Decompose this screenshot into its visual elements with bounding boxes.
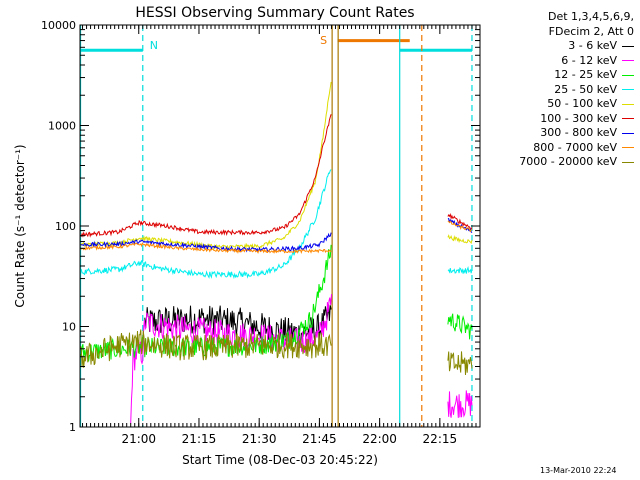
y-tick-label: 10000 [41,19,76,32]
legend-entry: 7000 - 20000 keV [486,155,634,170]
y-axis-label: Count Rate (s⁻¹ detector⁻¹) [13,144,27,307]
x-tick-label: 21:15 [182,432,217,446]
legend-entry: 3 - 6 keV [486,39,634,54]
series-line-4 [447,234,473,245]
saa-marker-label: S [320,34,327,47]
night-marker-label: N [150,39,158,52]
legend-entry: 12 - 25 keV [486,68,634,83]
y-tick-label: 1000 [48,120,76,133]
series-line-7 [80,242,332,255]
legend-entry: 25 - 50 keV [486,83,634,98]
series-line-3 [447,266,473,274]
legend-entry: 50 - 100 keV [486,97,634,112]
legend-swatch [622,161,634,163]
series-line-5 [80,114,332,238]
legend-swatch [622,118,634,120]
legend-entry-label: 12 - 25 keV [554,68,617,81]
legend-swatch [622,147,634,149]
legend-entry: 6 - 12 keV [486,54,634,69]
legend-entry-label: 100 - 300 keV [540,111,617,125]
legend-header-detectors: Det 1,3,4,5,6,9, [547,10,634,23]
legend-swatch [622,103,634,105]
y-tick-label: 100 [55,220,76,233]
x-tick-label: 21:00 [121,432,156,446]
legend-entry-label: 800 - 7000 keV [533,140,617,154]
legend-entry-label: 6 - 12 keV [561,53,617,67]
series-line-4 [80,81,332,251]
chart-title: HESSI Observing Summary Count Rates [135,5,414,21]
plot-frame [79,24,481,428]
x-tick-label: 21:30 [242,432,277,446]
legend-entry: 100 - 300 keV [486,112,634,127]
series-line-8 [80,329,332,368]
legend-swatch [622,89,634,91]
legend-entry: 800 - 7000 keV [486,141,634,156]
legend-swatch [622,45,634,47]
series-line-7 [447,220,473,233]
legend-entry-label: 25 - 50 keV [554,82,617,96]
y-tick-label: 1 [69,421,76,434]
x-tick-label: 21:45 [302,432,337,446]
footer-timestamp: 13-Mar-2010 22:24 [540,466,617,475]
legend-swatch [622,74,634,76]
series-line-1 [447,390,473,418]
legend-entry: 300 - 800 keV [486,126,634,141]
legend-entry-label: 7000 - 20000 keV [519,155,617,168]
legend-swatch [622,60,634,62]
series-line-3 [80,169,332,280]
legend-entry-label: 3 - 6 keV [568,39,617,52]
x-axis-label: Start Time (08-Dec-03 20:45:22) [182,453,378,467]
legend-swatch [622,132,634,134]
legend-entry-label: 50 - 100 keV [547,97,617,110]
series-line-8 [447,351,473,376]
legend-entry-label: 300 - 800 keV [540,126,617,139]
y-tick-label: 10 [62,321,76,334]
series-line-5 [447,212,473,230]
x-tick-label: 22:00 [362,432,397,446]
series-line-6 [80,232,332,253]
legend-header-decimation: FDecim 2, Att 0 [548,24,634,38]
x-tick-label: 22:15 [423,432,458,446]
legend: Det 1,3,4,5,6,9, FDecim 2, Att 0 3 - 6 k… [486,10,634,170]
series-line-2 [447,313,473,340]
